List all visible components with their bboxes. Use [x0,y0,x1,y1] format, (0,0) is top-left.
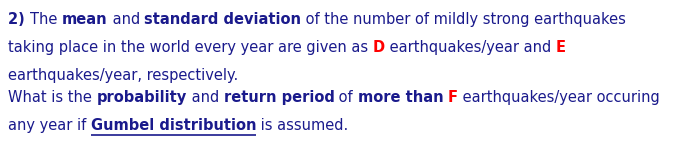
Text: is assumed.: is assumed. [256,118,348,133]
Text: and: and [186,90,224,105]
Text: E: E [556,40,565,55]
Text: earthquakes/year occuring: earthquakes/year occuring [458,90,660,105]
Text: of: of [334,90,358,105]
Text: earthquakes/year and: earthquakes/year and [385,40,556,55]
Text: return period: return period [224,90,334,105]
Text: earthquakes/year, respectively.: earthquakes/year, respectively. [8,68,238,83]
Text: probability: probability [96,90,186,105]
Text: of the number of mildly strong earthquakes: of the number of mildly strong earthquak… [302,12,626,27]
Text: Gumbel distribution: Gumbel distribution [91,118,256,133]
Text: What is the: What is the [8,90,96,105]
Text: The: The [30,12,62,27]
Text: 2): 2) [8,12,30,27]
Text: D: D [373,40,385,55]
Text: mean: mean [62,12,108,27]
Text: and: and [108,12,144,27]
Text: standard deviation: standard deviation [144,12,302,27]
Text: more than: more than [358,90,443,105]
Text: taking place in the world every year are given as: taking place in the world every year are… [8,40,373,55]
Text: F: F [448,90,458,105]
Text: any year if: any year if [8,118,91,133]
